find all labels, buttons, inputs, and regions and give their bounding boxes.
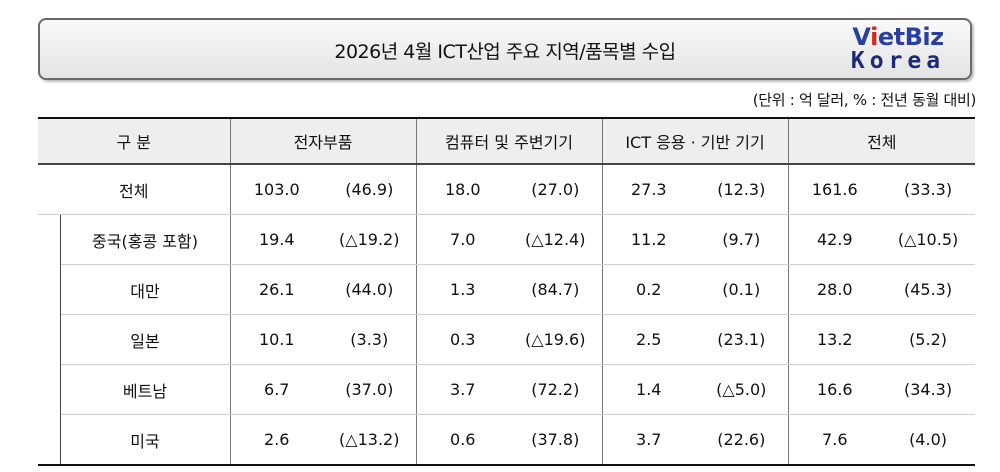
logo-top-text: VietBiz bbox=[852, 23, 944, 51]
row-label: 전체 bbox=[38, 163, 231, 215]
indent-spacer bbox=[38, 214, 61, 265]
row-label: 중국(홍콩 포함) bbox=[59, 214, 231, 265]
header-computers: 컴퓨터 및 주변기기 bbox=[415, 117, 603, 165]
title-banner: 2026년 4월 ICT산업 주요 지역/품목별 수입 VietBiz Kore… bbox=[38, 18, 972, 80]
header-category: 구 분 bbox=[38, 117, 231, 165]
change-cell: (4.0) bbox=[881, 414, 976, 466]
value-cell: 6.7 bbox=[229, 364, 323, 415]
vietbiz-korea-logo: VietBiz Korea bbox=[840, 24, 956, 76]
value-cell: 42.9 bbox=[787, 214, 882, 265]
indent-spacer bbox=[38, 414, 61, 466]
value-cell: 7.0 bbox=[415, 214, 510, 265]
value-cell: 13.2 bbox=[787, 314, 882, 365]
change-cell: (37.0) bbox=[323, 364, 417, 415]
indent-spacer bbox=[38, 314, 61, 365]
value-cell: 1.4 bbox=[601, 364, 696, 415]
change-cell: (△13.2) bbox=[323, 414, 417, 466]
value-cell: 18.0 bbox=[415, 163, 510, 215]
value-cell: 2.6 bbox=[229, 414, 323, 466]
header-ict-devices: ICT 응용 · 기반 기기 bbox=[601, 117, 789, 165]
change-cell: (72.2) bbox=[509, 364, 603, 415]
change-cell: (46.9) bbox=[323, 163, 417, 215]
value-cell: 161.6 bbox=[787, 163, 882, 215]
table-row: 중국(홍콩 포함) 19.4 (△19.2) 7.0 (△12.4) 11.2 (9.7) 4… bbox=[38, 214, 976, 265]
change-cell: (23.1) bbox=[695, 314, 789, 365]
unit-note: (단위 : 억 달러, % : 전년 동월 대비) bbox=[752, 91, 977, 109]
row-label: 베트남 bbox=[59, 364, 231, 415]
logo-bottom-text: Korea bbox=[850, 48, 946, 74]
header-total: 전체 bbox=[787, 117, 976, 165]
value-cell: 10.1 bbox=[229, 314, 323, 365]
change-cell: (84.7) bbox=[509, 264, 603, 315]
table-row-total: 전체 103.0 (46.9) 18.0 (27.0) 27.3 (12.3) … bbox=[38, 163, 976, 215]
row-label: 일본 bbox=[59, 314, 231, 365]
change-cell: (3.3) bbox=[323, 314, 417, 365]
change-cell: (34.3) bbox=[881, 364, 976, 415]
value-cell: 0.6 bbox=[415, 414, 510, 466]
change-cell: (△10.5) bbox=[881, 214, 976, 265]
change-cell: (0.1) bbox=[695, 264, 789, 315]
change-cell: (33.3) bbox=[881, 163, 976, 215]
change-cell: (45.3) bbox=[881, 264, 976, 315]
value-cell: 2.5 bbox=[601, 314, 696, 365]
row-label: 미국 bbox=[59, 414, 231, 466]
row-label: 대만 bbox=[59, 264, 231, 315]
change-cell: (37.8) bbox=[509, 414, 603, 466]
table-row: 대만 26.1 (44.0) 1.3 (84.7) 0.2 (0.1) 28.0 (45.3) bbox=[38, 264, 976, 315]
change-cell: (27.0) bbox=[509, 163, 603, 215]
value-cell: 0.2 bbox=[601, 264, 696, 315]
value-cell: 27.3 bbox=[601, 163, 696, 215]
change-cell: (△19.6) bbox=[509, 314, 603, 365]
value-cell: 11.2 bbox=[601, 214, 696, 265]
value-cell: 0.3 bbox=[415, 314, 510, 365]
change-cell: (△5.0) bbox=[695, 364, 789, 415]
change-cell: (△19.2) bbox=[323, 214, 417, 265]
value-cell: 19.4 bbox=[229, 214, 323, 265]
value-cell: 1.3 bbox=[415, 264, 510, 315]
table-header-row: 구 분 전자부품 컴퓨터 및 주변기기 ICT 응용 · 기반 기기 전체 bbox=[38, 117, 976, 165]
table-row: 미국 2.6 (△13.2) 0.6 (37.8) 3.7 (22.6) 7.6 (4.0) bbox=[38, 414, 976, 466]
change-cell: (△12.4) bbox=[509, 214, 603, 265]
value-cell: 26.1 bbox=[229, 264, 323, 315]
table-row: 일본 10.1 (3.3) 0.3 (△19.6) 2.5 (23.1) 13.2 (5.2) bbox=[38, 314, 976, 365]
change-cell: (22.6) bbox=[695, 414, 789, 466]
value-cell: 7.6 bbox=[787, 414, 882, 466]
indent-spacer bbox=[38, 364, 61, 415]
import-table: 구 분 전자부품 컴퓨터 및 주변기기 ICT 응용 · 기반 기기 전체 전체… bbox=[38, 117, 976, 466]
value-cell: 16.6 bbox=[787, 364, 882, 415]
value-cell: 28.0 bbox=[787, 264, 882, 315]
value-cell: 103.0 bbox=[229, 163, 323, 215]
table-row: 베트남 6.7 (37.0) 3.7 (72.2) 1.4 (△5.0) 16.6 (34.3) bbox=[38, 364, 976, 415]
indent-spacer bbox=[38, 264, 61, 315]
value-cell: 3.7 bbox=[601, 414, 696, 466]
page-title: 2026년 4월 ICT산업 주요 지역/품목별 수입 bbox=[334, 41, 676, 63]
change-cell: (9.7) bbox=[695, 214, 789, 265]
header-electronic-parts: 전자부품 bbox=[229, 117, 417, 165]
change-cell: (5.2) bbox=[881, 314, 976, 365]
change-cell: (12.3) bbox=[695, 163, 789, 215]
change-cell: (44.0) bbox=[323, 264, 417, 315]
value-cell: 3.7 bbox=[415, 364, 510, 415]
